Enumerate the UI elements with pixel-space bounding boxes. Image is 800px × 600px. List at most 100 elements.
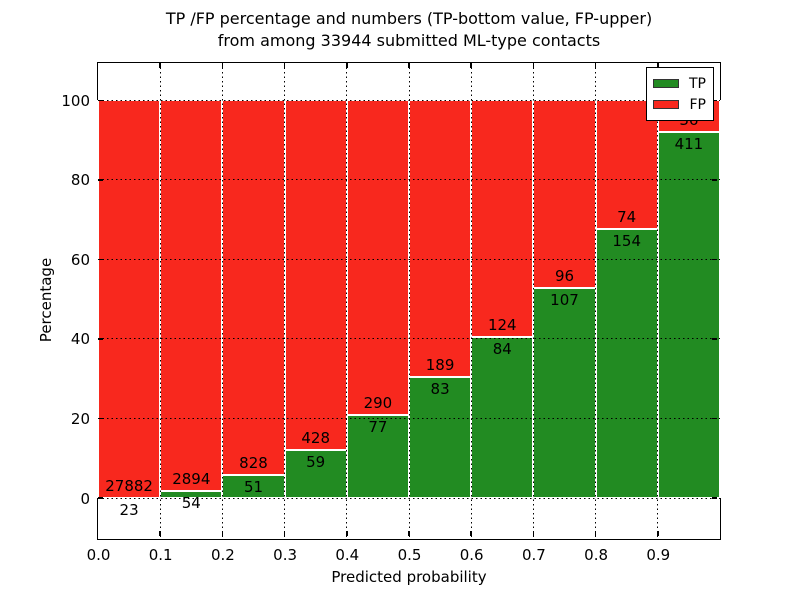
- tp-value-label: 51: [243, 477, 264, 496]
- v-gridline: [159, 63, 161, 539]
- legend-label: TP: [689, 75, 706, 92]
- x-tick-label: 0.3: [273, 546, 298, 564]
- bar-edge: [346, 413, 409, 416]
- x-tick-mark: [283, 63, 286, 68]
- tp-bar-segment: [160, 490, 223, 499]
- fp-bar-segment: [284, 100, 347, 450]
- x-tick-label: 0.5: [397, 546, 422, 564]
- tp-bar-segment: [595, 229, 658, 499]
- tp-bar-segment: [533, 288, 596, 499]
- v-gridline: [284, 63, 286, 539]
- tp-bar-segment: [409, 376, 472, 499]
- x-tick-mark: [408, 531, 410, 536]
- y-tick-label: 100: [61, 91, 90, 110]
- x-tick-mark: [346, 531, 348, 536]
- fp-bar-segment: [409, 100, 472, 377]
- x-tick-mark: [159, 63, 161, 68]
- x-tick-mark: [221, 531, 224, 536]
- fp-value-label: 74: [617, 208, 637, 227]
- y-tick-mark: [712, 497, 717, 499]
- tp-value-label: 59: [306, 452, 326, 471]
- plot-area: 27882 23 2894 54 828 51 428 59 290 77 189 83 124 84 96…: [97, 62, 721, 540]
- tp-value-label: 107: [550, 291, 579, 310]
- fp-bar-segment: [346, 100, 409, 415]
- y-tick-mark: [98, 497, 103, 499]
- legend: TP FP: [646, 67, 714, 121]
- v-gridline: [408, 63, 410, 539]
- y-tick-mark: [712, 99, 717, 102]
- v-gridline: [221, 63, 223, 539]
- x-axis-title: Predicted probability: [331, 568, 487, 586]
- y-tick-mark: [98, 258, 103, 261]
- y-tick-label: 0: [80, 489, 90, 508]
- x-tick-mark: [532, 63, 535, 68]
- v-gridline: [532, 63, 534, 539]
- x-tick-label: 0.4: [335, 546, 360, 564]
- y-tick-mark: [712, 179, 717, 181]
- legend-entry-fp: FP: [653, 94, 706, 115]
- x-tick-mark: [594, 531, 597, 536]
- x-tick-label: 0.0: [86, 546, 111, 564]
- y-tick-mark: [98, 417, 103, 420]
- y-tick-mark: [98, 99, 103, 102]
- fp-bar-segment: [160, 100, 223, 491]
- tp-bar-segment: [346, 414, 409, 499]
- v-gridline: [470, 63, 472, 539]
- tp-value-label: 23: [119, 500, 139, 519]
- x-tick-mark: [346, 63, 348, 68]
- fp-value-label: 428: [301, 428, 330, 447]
- tp-value-label: 83: [430, 379, 450, 398]
- fp-value-label: 96: [554, 267, 575, 286]
- chart-title-line2: from among 33944 submitted ML-type conta…: [217, 31, 601, 50]
- x-tick-label: 0.2: [210, 546, 235, 564]
- bar-edge: [284, 448, 347, 451]
- x-tick-mark: [470, 531, 472, 536]
- x-tick-mark: [594, 63, 597, 68]
- v-gridline: [657, 63, 659, 539]
- fp-bar-segment: [98, 100, 161, 498]
- tp-value-label: 154: [612, 232, 641, 251]
- fp-value-label: 189: [425, 355, 455, 374]
- bar-edge: [657, 131, 720, 134]
- fp-value-label: 27882: [105, 476, 153, 495]
- y-tick-label: 60: [70, 250, 90, 269]
- y-tick-label: 20: [70, 410, 90, 428]
- fp-bar-segment: [471, 100, 534, 338]
- x-tick-mark: [159, 531, 161, 536]
- tp-bar-segment: [222, 474, 285, 499]
- v-gridline: [595, 63, 597, 539]
- legend-entry-tp: TP: [653, 73, 706, 94]
- tp-value-label: 84: [492, 340, 512, 359]
- bar-edge: [471, 336, 534, 339]
- bar-edge: [719, 100, 721, 499]
- bar-edge: [160, 489, 223, 492]
- x-tick-label: 0.7: [521, 546, 546, 564]
- tp-value-label: 77: [368, 417, 388, 436]
- tp-bar-segment: [471, 337, 534, 499]
- fp-bar-segment: [222, 100, 285, 475]
- x-tick-mark: [221, 63, 224, 68]
- bar-edge: [97, 100, 99, 499]
- tp-bar-segment: [657, 132, 720, 499]
- x-tick-label: 0.8: [584, 546, 609, 564]
- x-tick-mark: [532, 531, 535, 536]
- v-gridline: [346, 63, 348, 539]
- x-tick-mark: [657, 63, 659, 68]
- legend-swatch-tp: [653, 79, 679, 88]
- y-tick-mark: [98, 338, 103, 340]
- tp-value-label: 411: [674, 135, 704, 154]
- fp-value-label: 2894: [172, 469, 211, 488]
- bar-edge: [222, 473, 285, 476]
- x-tick-label: 0.1: [148, 546, 173, 564]
- y-tick-mark: [98, 179, 103, 181]
- bar-edge: [409, 375, 472, 378]
- legend-swatch-fp: [653, 100, 679, 109]
- x-tick-mark: [657, 531, 659, 536]
- tp-value-label: 54: [181, 493, 201, 512]
- x-tick-label: 0.6: [459, 546, 484, 564]
- fp-value-label: 290: [363, 393, 393, 412]
- bar-edge: [533, 287, 596, 290]
- y-tick-mark: [712, 338, 717, 340]
- fp-value-label: 124: [487, 316, 517, 335]
